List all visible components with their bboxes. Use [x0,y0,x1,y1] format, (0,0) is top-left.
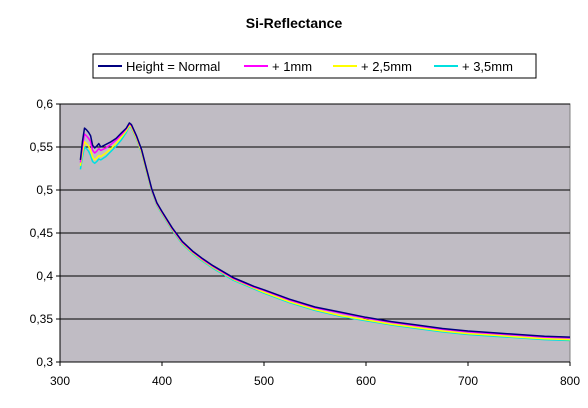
y-axis-ticks: 0,3 0,35 0,4 0,45 0,5 0,55 0,6 [30,97,60,369]
x-tick-label: 700 [458,374,478,388]
y-tick-label: 0,3 [36,355,53,369]
series-line [79,122,571,338]
y-tick-label: 0,45 [30,226,54,240]
legend-label: + 3,5mm [462,59,513,74]
plot-area [59,103,571,363]
x-tick-label: 500 [254,374,274,388]
chart-title: Si-Reflectance [246,15,343,31]
y-tick-label: 0,55 [30,140,54,154]
legend-label: + 2,5mm [361,59,412,74]
legend-label: Height = Normal [126,59,220,74]
legend-box [92,53,537,79]
legend-label: + 1mm [272,59,312,74]
series-layer [79,122,571,342]
y-tick-label: 0,4 [36,269,53,283]
y-tick-label: 0,6 [36,97,53,111]
legend: Height = Normal + 1mm + 2,5mm + 3,5mm [92,53,537,79]
x-tick-label: 800 [560,374,580,388]
x-tick-label: 300 [50,374,70,388]
x-tick-label: 400 [152,374,172,388]
x-tick-label: 600 [356,374,376,388]
gridlines [60,103,570,320]
x-axis-ticks: 300 400 500 600 700 800 [50,362,580,388]
y-tick-label: 0,35 [30,312,54,326]
y-tick-label: 0,5 [36,183,53,197]
